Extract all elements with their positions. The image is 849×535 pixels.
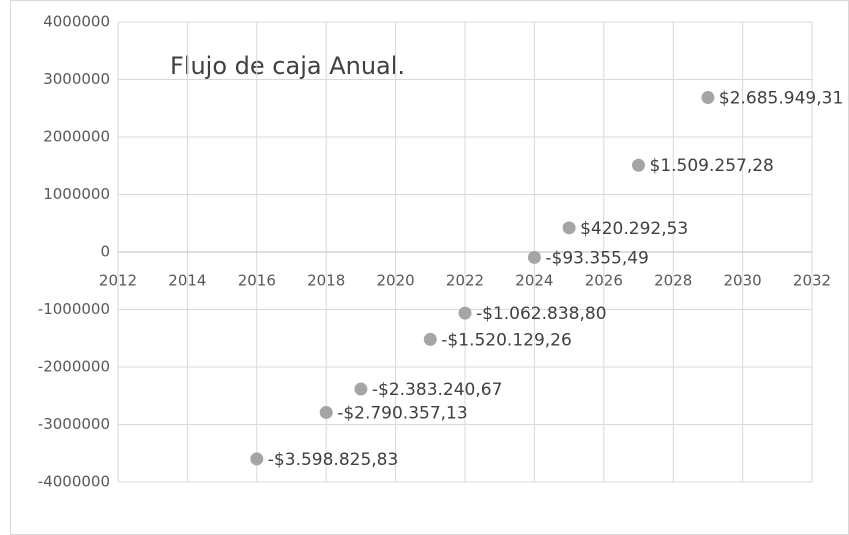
x-tick-label: 2032 — [793, 272, 831, 290]
point — [701, 91, 715, 105]
data-label: -$2.790.357,13 — [337, 403, 468, 423]
x-tick-label: 2030 — [724, 272, 762, 290]
y-tick-label: -3000000 — [38, 415, 110, 433]
point — [632, 158, 645, 172]
point — [458, 306, 472, 320]
y-tick-label: 1000000 — [43, 185, 110, 203]
x-tick-label: 2022 — [446, 272, 484, 290]
data-label: -$1.062.838,80 — [476, 304, 607, 324]
y-tick-label: 0 — [100, 243, 110, 261]
y-tick-label: -4000000 — [38, 473, 110, 491]
point — [527, 250, 541, 264]
data-label: -$2.383.240,67 — [372, 380, 503, 400]
y-tick-label: -1000000 — [38, 300, 110, 318]
data-label: $420.292,53 — [580, 219, 688, 239]
y-tick-label: -2000000 — [38, 358, 110, 376]
chart-border — [10, 0, 849, 535]
point — [354, 382, 368, 396]
point — [250, 452, 264, 466]
x-tick-label: 2024 — [515, 272, 553, 290]
y-tick-label: 4000000 — [43, 13, 110, 31]
point — [423, 332, 437, 346]
x-tick-label: 2016 — [238, 272, 276, 290]
y-tick-label: 2000000 — [43, 128, 110, 146]
data-label: -$1.520.129,26 — [441, 330, 572, 350]
x-tick-label: 2014 — [168, 272, 206, 290]
y-tick-label: 3000000 — [43, 70, 110, 88]
data-label: $1.509.257,28 — [650, 156, 774, 176]
data-label: $2.685.949,31 — [719, 89, 843, 109]
point — [562, 221, 576, 235]
data-label: -$3.598.825,83 — [268, 450, 399, 470]
point — [319, 405, 333, 419]
x-tick-label: 2026 — [585, 272, 623, 290]
x-tick-label: 2020 — [377, 272, 415, 290]
data-label: -$93.355,49 — [545, 248, 648, 268]
x-tick-label: 2012 — [99, 272, 137, 290]
x-tick-label: 2018 — [307, 272, 345, 290]
chart-title: Flujo de caja Anual. — [170, 52, 405, 80]
x-tick-label: 2028 — [654, 272, 692, 290]
